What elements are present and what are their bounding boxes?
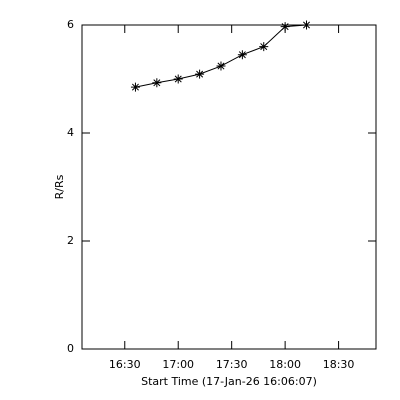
asterisk-marker (280, 22, 290, 32)
asterisk-marker (173, 74, 183, 84)
series-line (135, 24, 307, 88)
y-tick-label: 2 (67, 234, 74, 247)
x-axis-label: Start Time (17-Jan-26 16:06:07) (141, 375, 317, 388)
x-tick-label: 18:00 (269, 358, 301, 371)
plot-frame (81, 24, 377, 350)
asterisk-marker (302, 20, 312, 30)
asterisk-marker (130, 82, 140, 92)
asterisk-marker (152, 78, 162, 88)
asterisk-marker (259, 42, 269, 52)
x-tick-label: 17:30 (216, 358, 248, 371)
x-tick-label: 16:30 (109, 358, 141, 371)
y-tick-label: 4 (67, 126, 74, 139)
x-tick-label: 17:00 (162, 358, 194, 371)
x-tick-label: 18:30 (323, 358, 355, 371)
asterisk-marker (195, 69, 205, 79)
y-tick-label: 6 (67, 18, 74, 31)
y-axis-label: R/Rs (53, 174, 66, 199)
y-tick-label: 0 (67, 342, 74, 355)
asterisk-marker (216, 61, 226, 71)
asterisk-marker (237, 50, 247, 60)
